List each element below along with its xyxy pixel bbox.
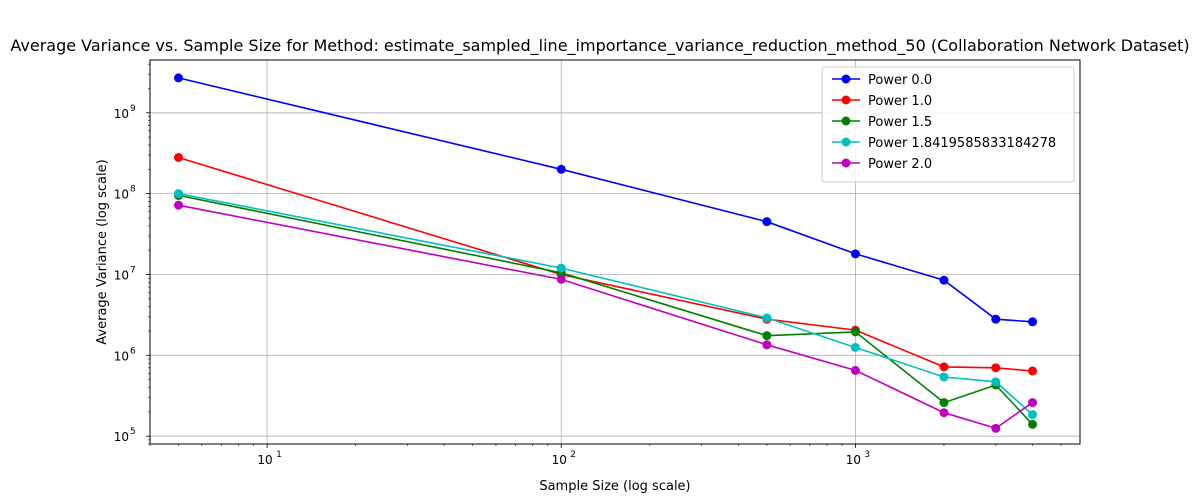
- y-tick-exponent: 5: [130, 427, 136, 437]
- y-tick-exponent: 6: [130, 346, 136, 356]
- data-point: [991, 377, 1001, 387]
- data-point: [991, 423, 1001, 433]
- data-point: [1028, 366, 1038, 376]
- data-point: [991, 363, 1001, 373]
- data-point: [762, 217, 772, 227]
- x-tick-exponent: 3: [864, 450, 870, 460]
- data-point: [556, 164, 566, 174]
- data-point: [939, 275, 949, 285]
- legend-entry: Power 1.8419585833184278: [832, 136, 1056, 151]
- data-point: [939, 398, 949, 408]
- y-tick-label: 10: [114, 268, 129, 282]
- data-point: [850, 365, 860, 375]
- series-0: [174, 73, 1038, 327]
- data-point: [939, 362, 949, 372]
- data-point: [850, 342, 860, 352]
- legend-marker: [841, 116, 851, 126]
- legend-entry: Power 0.0: [832, 73, 932, 88]
- y-tick-label: 10: [114, 430, 129, 444]
- y-axis-label: Average Variance (log scale): [95, 159, 110, 344]
- legend-box: [821, 66, 1075, 183]
- series-4: [174, 200, 1038, 433]
- x-tick-exponent: 1: [276, 450, 282, 460]
- data-point: [939, 372, 949, 382]
- y-tick-exponent: 7: [130, 265, 136, 275]
- legend-marker: [841, 137, 851, 147]
- legend-label: Power 0.0: [868, 73, 932, 88]
- x-tick-label: 10: [257, 453, 272, 467]
- ticks: 10 1 10 2 10 310 510 610 710 810 9: [114, 104, 870, 467]
- y-tick-label: 10: [114, 188, 129, 202]
- y-tick-label: 10: [114, 349, 129, 363]
- legend-label: Power 1.0: [868, 94, 932, 109]
- legend-marker: [841, 95, 851, 105]
- data-point: [1028, 398, 1038, 408]
- x-axis-label: Sample Size (log scale): [539, 479, 690, 494]
- series: [174, 73, 1038, 433]
- legend-entry: Power 1.5: [832, 115, 932, 130]
- data-point: [1028, 419, 1038, 429]
- data-point: [174, 189, 184, 199]
- plot-area-frame: [149, 59, 1081, 445]
- legend-marker: [841, 74, 851, 84]
- legend-label: Power 2.0: [868, 157, 932, 172]
- legend-marker: [841, 158, 851, 168]
- x-tick-label: 10: [846, 453, 861, 467]
- data-point: [1028, 317, 1038, 327]
- legend: Power 0.0 Power 1.0 Power 1.5 Power 1.84195…: [821, 66, 1075, 183]
- y-tick-exponent: 9: [130, 104, 136, 114]
- x-tick-exponent: 2: [570, 450, 576, 460]
- data-point: [762, 340, 772, 350]
- data-point: [174, 73, 184, 83]
- data-point: [556, 274, 566, 284]
- data-point: [174, 152, 184, 162]
- data-point: [1028, 410, 1038, 420]
- data-point: [762, 331, 772, 341]
- data-point: [850, 249, 860, 259]
- data-point: [991, 314, 1001, 324]
- data-point: [850, 327, 860, 337]
- legend-entry: Power 2.0: [832, 157, 932, 172]
- series-3: [174, 189, 1038, 420]
- y-tick-label: 10: [114, 107, 129, 121]
- y-tick-exponent: 8: [130, 185, 136, 195]
- data-point: [556, 263, 566, 273]
- data-point: [939, 408, 949, 418]
- legend-label: Power 1.5: [868, 115, 932, 130]
- legend-entry: Power 1.0: [832, 94, 932, 109]
- data-point: [762, 313, 772, 323]
- data-point: [174, 200, 184, 210]
- x-tick-label: 10: [552, 453, 567, 467]
- legend-label: Power 1.8419585833184278: [868, 136, 1056, 151]
- chart-title: Average Variance vs. Sample Size for Met…: [10, 36, 1189, 56]
